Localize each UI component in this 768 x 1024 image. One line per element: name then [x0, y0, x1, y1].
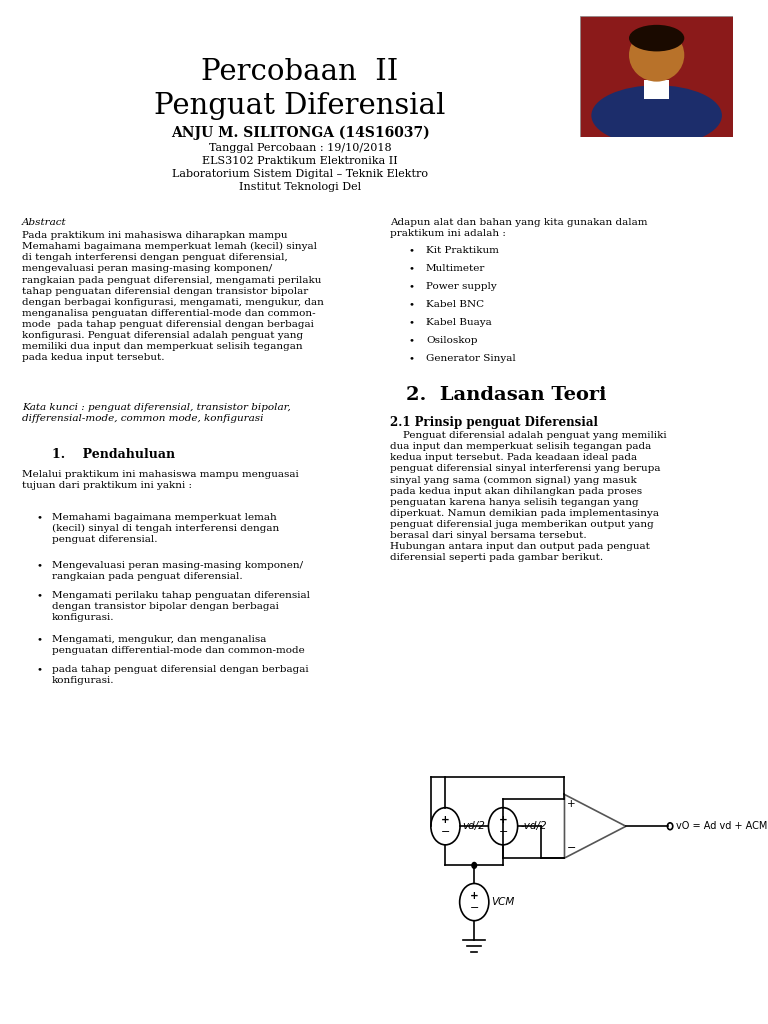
Text: Melalui praktikum ini mahasiswa mampu menguasai
tujuan dari praktikum ini yakni : Melalui praktikum ini mahasiswa mampu me…	[22, 470, 299, 490]
Text: −: −	[441, 827, 450, 838]
Text: Multimeter: Multimeter	[426, 264, 485, 273]
Ellipse shape	[591, 85, 722, 145]
Text: •: •	[408, 246, 414, 255]
Text: Memahami bagaimana memperkuat lemah
(kecil) sinyal di tengah interferensi dengan: Memahami bagaimana memperkuat lemah (kec…	[52, 513, 280, 545]
Text: 1.    Pendahuluan: 1. Pendahuluan	[52, 449, 175, 461]
Circle shape	[472, 862, 476, 868]
Ellipse shape	[629, 29, 684, 82]
Text: •: •	[408, 354, 414, 362]
Text: •: •	[408, 300, 414, 309]
Text: •: •	[408, 336, 414, 345]
Text: Osiloskop: Osiloskop	[426, 336, 478, 345]
Text: Kit Praktikum: Kit Praktikum	[426, 246, 499, 255]
Text: Power supply: Power supply	[426, 282, 497, 291]
Text: Adapun alat dan bahan yang kita gunakan dalam
praktikum ini adalah :: Adapun alat dan bahan yang kita gunakan …	[390, 218, 647, 239]
Bar	[644, 81, 669, 98]
Text: Percobaan  II: Percobaan II	[201, 58, 399, 86]
Text: •: •	[36, 591, 42, 600]
Ellipse shape	[629, 25, 684, 51]
Text: 2.1 Prinsip penguat Diferensial: 2.1 Prinsip penguat Diferensial	[390, 416, 598, 429]
Text: •: •	[36, 513, 42, 522]
Text: Abstract: Abstract	[22, 218, 67, 227]
Text: •: •	[36, 635, 42, 644]
Text: Mengevaluasi peran masing-masing komponen/
rangkaian pada penguat diferensial.: Mengevaluasi peran masing-masing kompone…	[52, 561, 303, 581]
Text: pada tahap penguat diferensial dengan berbagai
konfigurasi.: pada tahap penguat diferensial dengan be…	[52, 665, 309, 685]
Text: vd/2: vd/2	[462, 821, 485, 831]
Text: -vd/2: -vd/2	[520, 821, 547, 831]
Text: Penguat diferensial adalah penguat yang memiliki
dua input dan memperkuat selisi: Penguat diferensial adalah penguat yang …	[390, 431, 667, 562]
Text: Kata kunci : penguat diferensial, transistor bipolar,
differensial-mode, common : Kata kunci : penguat diferensial, transi…	[22, 403, 291, 423]
Text: Kabel Buaya: Kabel Buaya	[426, 318, 492, 327]
Text: −: −	[567, 844, 576, 853]
Text: Mengamati, mengukur, dan menganalisa
penguatan differential-mode dan common-mode: Mengamati, mengukur, dan menganalisa pen…	[52, 635, 305, 655]
Text: VCM: VCM	[492, 897, 515, 907]
Text: Institut Teknologi Del: Institut Teknologi Del	[239, 182, 361, 193]
Text: +: +	[441, 815, 450, 825]
Text: •: •	[36, 665, 42, 674]
Text: Tanggal Percobaan : 19/10/2018: Tanggal Percobaan : 19/10/2018	[209, 143, 392, 153]
Text: −: −	[469, 903, 479, 913]
Text: •: •	[408, 264, 414, 273]
Text: +: +	[470, 891, 478, 901]
Text: Pada praktikum ini mahasiswa diharapkan mampu
Memahami bagaimana memperkuat lema: Pada praktikum ini mahasiswa diharapkan …	[22, 231, 324, 362]
Text: •: •	[408, 282, 414, 291]
Text: Generator Sinyal: Generator Sinyal	[426, 354, 516, 362]
Text: 2.  Landasan Teori: 2. Landasan Teori	[406, 386, 607, 404]
Text: Kabel BNC: Kabel BNC	[426, 300, 484, 309]
Text: Penguat Diferensial: Penguat Diferensial	[154, 92, 445, 120]
Text: Mengamati perilaku tahap penguatan diferensial
dengan transistor bipolar dengan : Mengamati perilaku tahap penguatan difer…	[52, 591, 310, 623]
Text: ELS3102 Praktikum Elektronika II: ELS3102 Praktikum Elektronika II	[202, 156, 398, 166]
Text: ANJU M. SILITONGA (14S16037): ANJU M. SILITONGA (14S16037)	[170, 126, 429, 140]
Text: Laboratorium Sistem Digital – Teknik Elektro: Laboratorium Sistem Digital – Teknik Ele…	[172, 169, 428, 179]
Text: •: •	[408, 318, 414, 327]
Text: +: +	[567, 800, 576, 809]
Text: −: −	[498, 827, 508, 838]
Text: •: •	[36, 561, 42, 570]
Text: +: +	[498, 815, 508, 825]
Text: vO = Ad vd + ACM VCM: vO = Ad vd + ACM VCM	[676, 821, 768, 831]
